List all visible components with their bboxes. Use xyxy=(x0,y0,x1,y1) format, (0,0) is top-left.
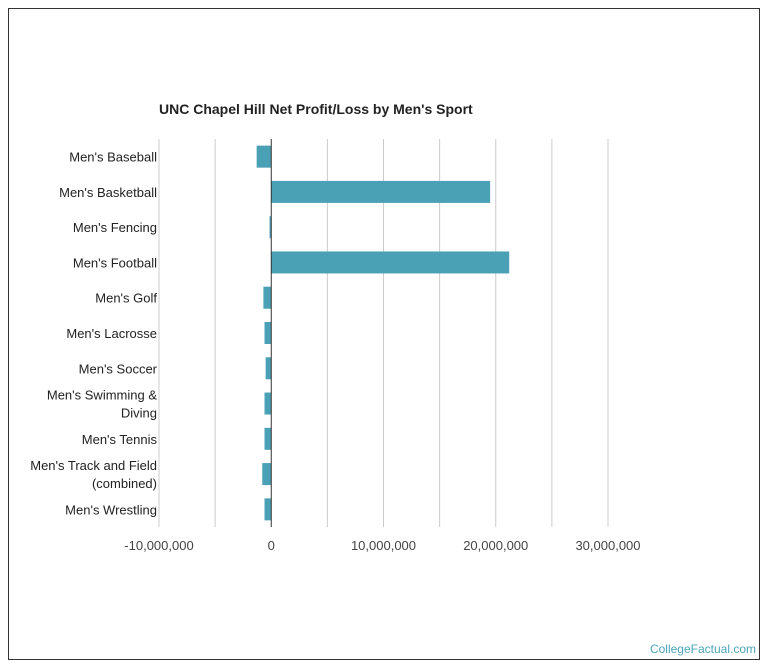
bar xyxy=(264,498,272,521)
bar xyxy=(256,145,272,168)
x-tick-label: 20,000,000 xyxy=(463,538,528,553)
bar xyxy=(271,251,510,274)
x-tick-labels: -10,000,000 0 10,000,000 20,000,000 30,000,0… xyxy=(124,538,640,553)
category-label: Men's Wrestling xyxy=(65,502,157,517)
x-tick-label: 10,000,000 xyxy=(351,538,416,553)
x-tick-label: -10,000,000 xyxy=(124,538,193,553)
category-label: Men's Fencing xyxy=(73,220,157,235)
x-tick-label: 30,000,000 xyxy=(575,538,640,553)
category-label: Men's Baseball xyxy=(69,150,157,165)
category-label: Men's Swimming & Diving xyxy=(47,388,157,421)
bars xyxy=(256,145,510,521)
category-label: Men's Soccer xyxy=(79,361,158,376)
category-label: Men's Tennis xyxy=(82,432,158,447)
credit-link[interactable]: CollegeFactual.com xyxy=(649,642,756,656)
bar xyxy=(265,357,272,380)
bar xyxy=(264,427,272,450)
bar xyxy=(262,463,272,486)
category-label: Men's Football xyxy=(73,255,157,270)
category-label: Men's Lacrosse xyxy=(66,326,157,341)
bar xyxy=(271,180,491,203)
bar xyxy=(269,216,272,239)
category-labels: Men's Baseball Men's Basketball Men's Fenc… xyxy=(30,150,157,518)
gridlines xyxy=(158,139,609,527)
category-label: Men's Track and Field (combined) xyxy=(30,458,157,491)
category-label: Men's Basketball xyxy=(59,185,157,200)
category-label: Men's Golf xyxy=(95,291,157,306)
bar xyxy=(263,286,272,309)
bar xyxy=(264,322,272,344)
x-tick-label: 0 xyxy=(268,538,275,553)
chart-title: UNC Chapel Hill Net Profit/Loss by Men's… xyxy=(159,101,473,117)
bar xyxy=(264,392,272,415)
